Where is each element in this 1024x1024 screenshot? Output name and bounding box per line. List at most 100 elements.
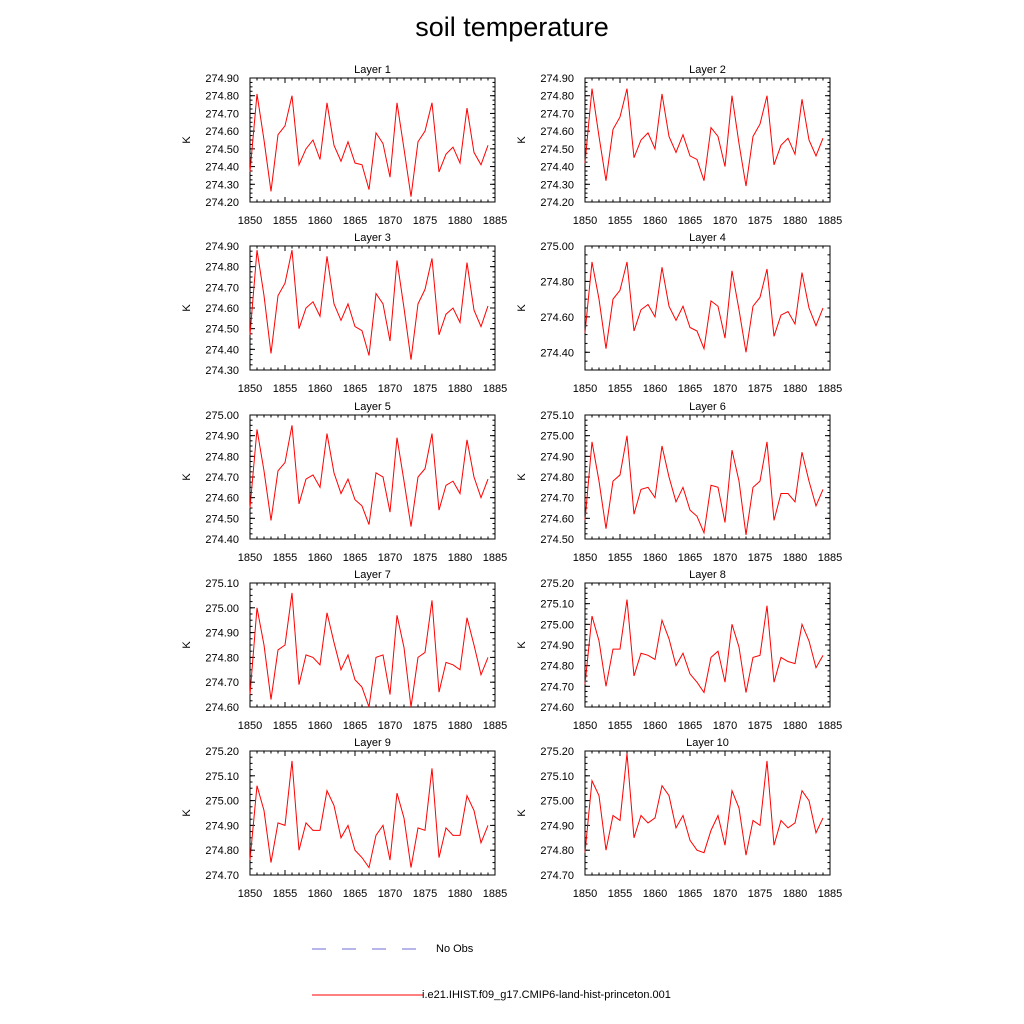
y-axis-label: K [516, 304, 528, 312]
y-tick-label: 275.10 [205, 578, 239, 590]
x-tick-label: 1860 [643, 720, 667, 732]
panel-title: Layer 2 [689, 64, 726, 76]
x-tick-label: 1885 [818, 215, 842, 227]
x-tick-label: 1870 [378, 888, 402, 900]
x-tick-label: 1880 [448, 552, 472, 564]
layer-panel-10: Layer 10 K 1850 1855 1860 1865 1870 1875 1880 188… [516, 737, 842, 900]
y-tick-label: 274.50 [205, 144, 239, 156]
layer-panel-1: Layer 1 K 1850 1855 1860 1865 1870 1875 1880 1885… [181, 64, 507, 227]
y-tick-label: 274.70 [540, 108, 574, 120]
y-tick-label: 275.00 [540, 431, 574, 443]
y-tick-label: 274.80 [205, 652, 239, 664]
y-tick-label: 274.30 [205, 365, 239, 377]
y-tick-label: 274.80 [205, 262, 239, 274]
y-tick-label: 274.60 [205, 126, 239, 138]
x-tick-label: 1865 [678, 888, 702, 900]
y-tick-label: 275.10 [540, 410, 574, 422]
y-tick-label: 274.60 [540, 126, 574, 138]
y-tick-label: 274.40 [540, 162, 574, 174]
y-tick-label: 274.40 [205, 344, 239, 356]
layer-panel-8: Layer 8 K 1850 1855 1860 1865 1870 1875 1880 1885… [516, 569, 842, 732]
page-title: soil temperature [415, 12, 609, 42]
x-tick-label: 1865 [678, 552, 702, 564]
panel-title: Layer 4 [689, 232, 726, 244]
series-line [584, 88, 824, 187]
x-tick-label: 1880 [448, 888, 472, 900]
x-tick-label: 1885 [483, 215, 507, 227]
x-tick-label: 1850 [573, 552, 597, 564]
plot-frame [249, 245, 496, 371]
legend-label-no-obs: No Obs [436, 943, 474, 955]
x-tick-label: 1885 [818, 720, 842, 732]
x-tick-label: 1870 [713, 215, 737, 227]
y-tick-label: 274.80 [540, 472, 574, 484]
y-tick-label: 274.90 [540, 73, 574, 85]
y-tick-label: 274.70 [205, 472, 239, 484]
y-tick-label: 274.80 [540, 661, 574, 673]
x-tick-label: 1850 [573, 720, 597, 732]
legend-label-model-run: i.e21.IHIST.f09_g17.CMIP6-land-hist-prin… [422, 989, 671, 1001]
y-tick-label: 274.60 [205, 702, 239, 714]
series-line [249, 250, 489, 360]
y-tick-label: 274.60 [540, 312, 574, 324]
x-tick-label: 1875 [748, 383, 772, 395]
x-tick-label: 1880 [448, 383, 472, 395]
y-tick-label: 274.80 [540, 845, 574, 857]
y-tick-label: 274.90 [540, 640, 574, 652]
series-line [584, 599, 824, 694]
y-tick-label: 275.00 [205, 603, 239, 615]
series-line [249, 425, 489, 527]
panel-title: Layer 8 [689, 569, 726, 581]
panel-title: Layer 3 [354, 232, 391, 244]
layer-panel-2: Layer 2 K 1850 1855 1860 1865 1870 1875 1880 1885… [516, 64, 842, 227]
x-tick-label: 1860 [643, 215, 667, 227]
legend-swatch-solid [312, 994, 423, 996]
plot-frame [249, 77, 496, 203]
x-tick-label: 1860 [308, 383, 332, 395]
x-tick-label: 1855 [273, 552, 297, 564]
x-tick-label: 1870 [713, 383, 737, 395]
panel-title: Layer 1 [354, 64, 391, 76]
x-tick-label: 1875 [748, 215, 772, 227]
y-axis-label: K [181, 809, 193, 817]
x-tick-label: 1860 [308, 888, 332, 900]
y-tick-label: 274.90 [205, 73, 239, 85]
x-tick-label: 1855 [608, 888, 632, 900]
x-tick-label: 1885 [818, 552, 842, 564]
x-tick-label: 1880 [783, 552, 807, 564]
x-tick-label: 1855 [608, 215, 632, 227]
y-tick-label: 274.30 [540, 179, 574, 191]
y-tick-label: 274.70 [540, 493, 574, 505]
x-tick-label: 1870 [378, 720, 402, 732]
x-tick-label: 1885 [483, 383, 507, 395]
x-tick-label: 1855 [273, 720, 297, 732]
x-tick-label: 1860 [308, 720, 332, 732]
x-tick-label: 1880 [783, 888, 807, 900]
y-tick-label: 274.90 [205, 820, 239, 832]
layer-panel-7: Layer 7 K 1850 1855 1860 1865 1870 1875 1880 1885… [181, 569, 507, 732]
plot-frame [249, 414, 496, 540]
y-tick-label: 275.20 [205, 746, 239, 758]
x-tick-label: 1875 [413, 215, 437, 227]
y-tick-label: 274.50 [540, 144, 574, 156]
plot-frame [584, 582, 831, 708]
x-tick-label: 1855 [273, 383, 297, 395]
layer-panel-5: Layer 5 K 1850 1855 1860 1865 1870 1875 1880 1885… [181, 401, 507, 564]
x-tick-label: 1855 [608, 383, 632, 395]
x-tick-label: 1860 [643, 888, 667, 900]
y-tick-label: 274.40 [540, 347, 574, 359]
y-tick-label: 274.70 [205, 282, 239, 294]
x-tick-label: 1880 [783, 720, 807, 732]
series-line [249, 760, 489, 869]
y-tick-label: 274.40 [205, 162, 239, 174]
y-tick-label: 274.60 [205, 493, 239, 505]
y-tick-label: 274.90 [540, 820, 574, 832]
x-tick-label: 1860 [308, 552, 332, 564]
y-tick-label: 275.00 [540, 796, 574, 808]
y-tick-label: 274.80 [540, 276, 574, 288]
x-tick-label: 1855 [608, 720, 632, 732]
x-tick-label: 1855 [273, 215, 297, 227]
panel-title: Layer 10 [686, 737, 729, 749]
y-axis-label: K [181, 641, 193, 649]
x-tick-label: 1885 [818, 888, 842, 900]
